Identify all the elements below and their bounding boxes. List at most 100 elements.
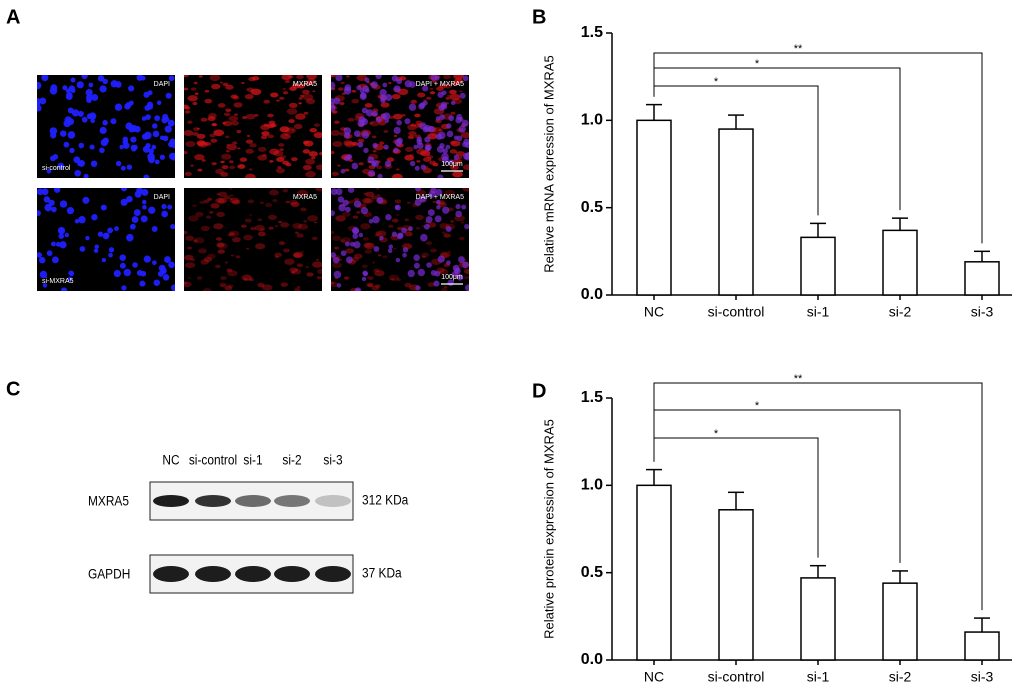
nucleus bbox=[396, 137, 403, 144]
red-signal bbox=[410, 123, 416, 127]
red-signal bbox=[290, 271, 295, 274]
nucleus bbox=[126, 164, 133, 170]
red-signal bbox=[279, 96, 285, 100]
nucleus bbox=[110, 118, 117, 125]
red-signal bbox=[229, 188, 233, 190]
nucleus bbox=[57, 226, 66, 235]
red-signal bbox=[391, 94, 401, 100]
red-signal bbox=[205, 215, 212, 219]
nucleus bbox=[376, 196, 384, 204]
red-signal bbox=[292, 223, 303, 230]
red-signal bbox=[449, 149, 458, 154]
red-signal bbox=[444, 189, 456, 197]
nucleus bbox=[167, 204, 173, 210]
red-signal bbox=[415, 214, 424, 221]
red-signal bbox=[389, 115, 395, 120]
red-signal bbox=[450, 140, 461, 147]
nucleus bbox=[120, 165, 126, 171]
red-signal bbox=[331, 230, 335, 235]
red-signal bbox=[305, 266, 309, 268]
red-signal bbox=[270, 92, 279, 98]
nucleus bbox=[371, 110, 378, 117]
nucleus bbox=[455, 210, 463, 218]
red-signal bbox=[373, 268, 380, 273]
nucleus bbox=[462, 261, 469, 269]
nucleus bbox=[351, 226, 360, 235]
red-signal bbox=[219, 282, 227, 287]
red-signal bbox=[443, 233, 451, 238]
red-signal bbox=[283, 248, 290, 253]
red-signal bbox=[257, 231, 266, 237]
red-signal bbox=[450, 220, 455, 223]
red-signal bbox=[229, 197, 233, 200]
nucleus bbox=[352, 233, 359, 239]
red-signal bbox=[295, 113, 306, 120]
size-label: 37 KDa bbox=[362, 565, 402, 581]
lane-label: NC bbox=[162, 452, 179, 468]
nucleus bbox=[142, 199, 147, 205]
image-background bbox=[331, 188, 469, 291]
red-signal bbox=[296, 75, 304, 80]
red-signal bbox=[450, 111, 456, 115]
nucleus bbox=[99, 85, 107, 93]
red-signal bbox=[249, 213, 253, 216]
red-signal bbox=[229, 232, 235, 236]
x-tick-label: NC bbox=[644, 304, 664, 320]
nucleus bbox=[58, 233, 65, 239]
red-signal bbox=[259, 201, 264, 204]
red-signal bbox=[388, 81, 392, 84]
nucleus bbox=[59, 241, 67, 249]
red-signal bbox=[331, 75, 333, 78]
nucleus bbox=[455, 116, 462, 124]
error-bar bbox=[728, 114, 744, 130]
nucleus bbox=[43, 196, 51, 203]
red-signal bbox=[357, 138, 365, 143]
red-signal bbox=[184, 129, 194, 136]
nucleus bbox=[424, 136, 431, 143]
red-signal bbox=[331, 281, 335, 285]
micrograph: DAPI + MXRA5 100μm bbox=[331, 75, 469, 178]
nucleus bbox=[60, 287, 68, 291]
red-signal bbox=[331, 129, 341, 136]
nucleus bbox=[46, 168, 52, 174]
red-signal bbox=[374, 234, 379, 237]
red-signal bbox=[250, 226, 256, 231]
nucleus bbox=[142, 145, 150, 153]
nucleus bbox=[62, 85, 68, 91]
red-signal bbox=[388, 224, 394, 228]
red-signal bbox=[184, 104, 189, 109]
nucleus bbox=[343, 127, 352, 135]
red-signal bbox=[267, 113, 274, 118]
nucleus bbox=[346, 154, 353, 160]
nucleus bbox=[94, 244, 100, 249]
significance-bracket bbox=[653, 52, 983, 244]
nucleus bbox=[436, 145, 444, 153]
red-signal bbox=[226, 268, 233, 273]
red-signal bbox=[305, 158, 316, 165]
nucleus bbox=[361, 131, 370, 139]
red-signal bbox=[393, 247, 397, 250]
nucleus bbox=[451, 271, 458, 277]
red-signal bbox=[415, 226, 421, 230]
red-signal bbox=[340, 239, 346, 243]
red-signal bbox=[288, 102, 298, 109]
nucleus bbox=[351, 162, 359, 170]
red-signal bbox=[190, 164, 194, 167]
nucleus bbox=[37, 252, 42, 258]
nucleus bbox=[342, 199, 349, 206]
red-signal bbox=[376, 188, 380, 190]
red-signal bbox=[268, 214, 277, 221]
red-signal bbox=[278, 241, 286, 246]
red-signal bbox=[337, 164, 341, 167]
error-bar bbox=[810, 564, 826, 578]
red-signal bbox=[316, 268, 322, 275]
red-signal bbox=[215, 237, 222, 241]
nucleus bbox=[353, 200, 362, 208]
red-signal bbox=[452, 158, 463, 165]
red-signal bbox=[302, 149, 311, 154]
nucleus bbox=[337, 196, 345, 203]
red-signal bbox=[193, 239, 199, 243]
red-signal bbox=[244, 218, 252, 223]
nucleus bbox=[141, 116, 147, 121]
red-signal bbox=[319, 152, 322, 156]
